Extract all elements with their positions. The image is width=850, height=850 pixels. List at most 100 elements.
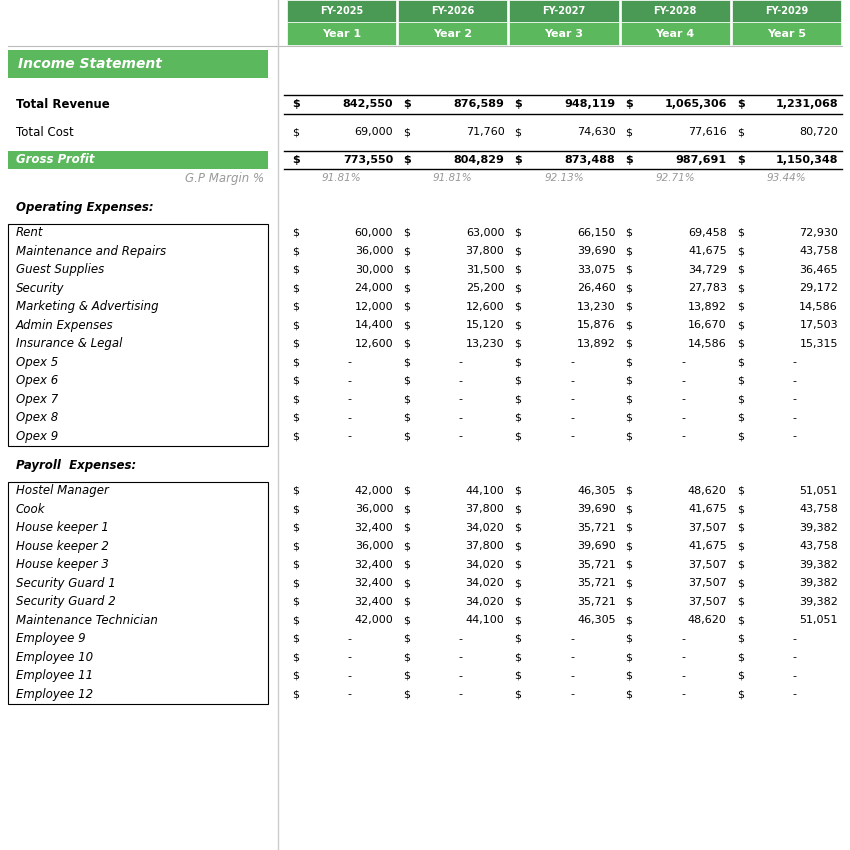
Text: $: $ bbox=[737, 413, 744, 422]
Text: 34,020: 34,020 bbox=[466, 523, 504, 533]
Text: 37,507: 37,507 bbox=[688, 560, 727, 570]
Text: $: $ bbox=[626, 302, 632, 312]
Text: $: $ bbox=[737, 578, 744, 588]
Text: -: - bbox=[348, 671, 352, 681]
Text: Cook: Cook bbox=[16, 503, 46, 516]
Text: G.P Margin %: G.P Margin % bbox=[184, 172, 264, 184]
Text: $: $ bbox=[626, 431, 632, 441]
Text: 72,930: 72,930 bbox=[799, 228, 838, 238]
Text: 39,382: 39,382 bbox=[799, 523, 838, 533]
Bar bbox=[8, 50, 268, 78]
Text: $: $ bbox=[292, 671, 299, 681]
Text: House keeper 1: House keeper 1 bbox=[16, 521, 109, 535]
Text: 34,020: 34,020 bbox=[466, 597, 504, 607]
Text: $: $ bbox=[514, 689, 521, 700]
Text: Total Cost: Total Cost bbox=[16, 126, 74, 139]
Text: $: $ bbox=[737, 597, 744, 607]
Text: Opex 6: Opex 6 bbox=[16, 374, 59, 388]
Text: 36,465: 36,465 bbox=[799, 265, 838, 275]
Text: 17,503: 17,503 bbox=[799, 320, 838, 331]
Text: $: $ bbox=[292, 339, 299, 348]
Text: -: - bbox=[570, 357, 574, 367]
Text: $: $ bbox=[737, 246, 744, 257]
Text: $: $ bbox=[403, 99, 411, 110]
Text: $: $ bbox=[626, 634, 632, 644]
Text: -: - bbox=[348, 653, 352, 662]
Text: $: $ bbox=[403, 320, 411, 331]
Text: 15,315: 15,315 bbox=[800, 339, 838, 348]
Text: 29,172: 29,172 bbox=[799, 283, 838, 293]
Text: Marketing & Advertising: Marketing & Advertising bbox=[16, 300, 159, 314]
Text: 71,760: 71,760 bbox=[466, 127, 504, 137]
Text: 51,051: 51,051 bbox=[800, 615, 838, 626]
Text: $: $ bbox=[514, 504, 521, 514]
Text: $: $ bbox=[737, 265, 744, 275]
Text: 34,020: 34,020 bbox=[466, 560, 504, 570]
Text: -: - bbox=[792, 689, 796, 700]
Text: 12,600: 12,600 bbox=[466, 302, 504, 312]
Text: $: $ bbox=[292, 127, 299, 137]
Text: 44,100: 44,100 bbox=[466, 486, 504, 496]
Text: $: $ bbox=[403, 376, 411, 386]
Text: 63,000: 63,000 bbox=[466, 228, 504, 238]
Text: $: $ bbox=[626, 320, 632, 331]
Text: $: $ bbox=[403, 671, 411, 681]
Text: $: $ bbox=[514, 99, 522, 110]
Text: $: $ bbox=[403, 155, 411, 165]
Text: $: $ bbox=[292, 504, 299, 514]
Text: $: $ bbox=[514, 394, 521, 405]
Text: $: $ bbox=[626, 357, 632, 367]
Text: 37,507: 37,507 bbox=[688, 597, 727, 607]
Text: $: $ bbox=[737, 634, 744, 644]
Text: $: $ bbox=[403, 523, 411, 533]
Text: $: $ bbox=[737, 155, 745, 165]
Bar bbox=[287, 22, 396, 45]
Text: 41,675: 41,675 bbox=[688, 246, 727, 257]
Text: -: - bbox=[459, 394, 462, 405]
Text: Security Guard 2: Security Guard 2 bbox=[16, 595, 116, 609]
Text: -: - bbox=[681, 689, 685, 700]
Text: $: $ bbox=[403, 653, 411, 662]
Text: Hostel Manager: Hostel Manager bbox=[16, 484, 109, 497]
Text: 80,720: 80,720 bbox=[799, 127, 838, 137]
Text: -: - bbox=[570, 634, 574, 644]
Text: $: $ bbox=[514, 283, 521, 293]
Text: $: $ bbox=[626, 578, 632, 588]
Text: $: $ bbox=[514, 302, 521, 312]
Text: 51,051: 51,051 bbox=[800, 486, 838, 496]
Text: -: - bbox=[792, 634, 796, 644]
Text: $: $ bbox=[737, 615, 744, 626]
Text: FY-2028: FY-2028 bbox=[654, 6, 697, 16]
Text: $: $ bbox=[292, 541, 299, 552]
Text: $: $ bbox=[737, 504, 744, 514]
Text: $: $ bbox=[626, 394, 632, 405]
Text: 25,200: 25,200 bbox=[466, 283, 504, 293]
Text: 74,630: 74,630 bbox=[577, 127, 615, 137]
Text: $: $ bbox=[292, 283, 299, 293]
Text: $: $ bbox=[626, 486, 632, 496]
Text: 842,550: 842,550 bbox=[343, 99, 394, 110]
Text: $: $ bbox=[626, 671, 632, 681]
Text: $: $ bbox=[737, 671, 744, 681]
Text: 16,670: 16,670 bbox=[688, 320, 727, 331]
Bar bbox=[398, 22, 507, 45]
Text: Insurance & Legal: Insurance & Legal bbox=[16, 337, 122, 350]
Text: Security: Security bbox=[16, 282, 65, 295]
Text: Year 5: Year 5 bbox=[767, 29, 806, 38]
Text: 35,721: 35,721 bbox=[577, 560, 615, 570]
Bar bbox=[8, 150, 268, 169]
Text: 36,000: 36,000 bbox=[354, 541, 394, 552]
Text: -: - bbox=[792, 431, 796, 441]
Text: $: $ bbox=[626, 523, 632, 533]
Text: -: - bbox=[792, 413, 796, 422]
Text: 34,729: 34,729 bbox=[688, 265, 727, 275]
Bar bbox=[8, 482, 268, 704]
Text: -: - bbox=[348, 634, 352, 644]
Text: $: $ bbox=[292, 246, 299, 257]
Text: -: - bbox=[792, 653, 796, 662]
Text: 91.81%: 91.81% bbox=[322, 173, 361, 184]
Text: -: - bbox=[681, 394, 685, 405]
Text: $: $ bbox=[626, 246, 632, 257]
Text: Payroll  Expenses:: Payroll Expenses: bbox=[16, 460, 136, 473]
Text: -: - bbox=[459, 634, 462, 644]
